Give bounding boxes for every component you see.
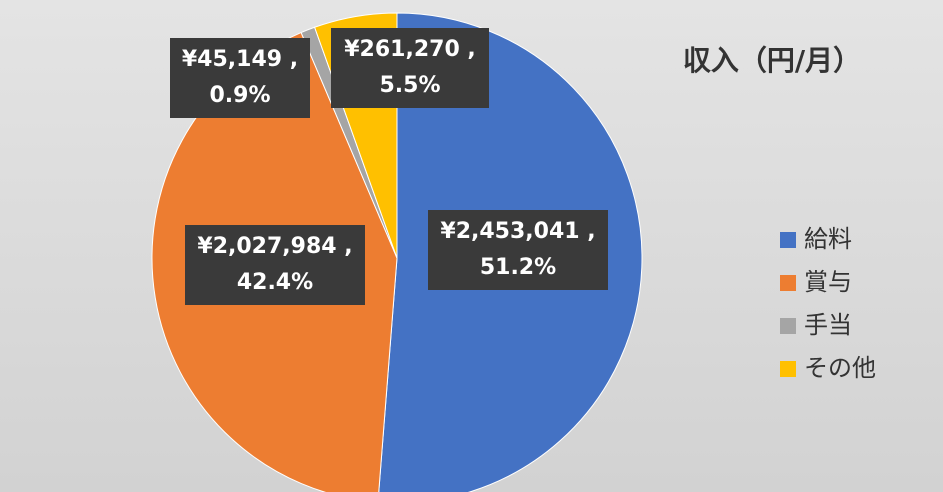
legend-swatch	[780, 232, 796, 248]
data-labels: ¥2,453,041 , 51.2% ¥2,027,984 , 42.4% ¥45,14…	[170, 28, 608, 305]
data-label: ¥261,270 ,	[344, 37, 476, 62]
data-label: ¥2,027,984 ,	[197, 234, 352, 259]
data-label: ¥45,149 ,	[182, 47, 298, 72]
label-box	[185, 225, 365, 305]
percent-label: 5.5%	[379, 73, 440, 98]
data-label: ¥2,453,041 ,	[440, 219, 595, 244]
legend-swatch	[780, 361, 796, 377]
legend-swatch	[780, 275, 796, 291]
legend-label: その他	[804, 354, 876, 382]
chart-title: 収入（円/月）	[683, 44, 861, 77]
label-box	[331, 28, 489, 108]
percent-label: 42.4%	[237, 270, 313, 295]
legend-label: 賞与	[804, 268, 852, 296]
label-box	[170, 38, 310, 118]
percent-label: 51.2%	[480, 255, 556, 280]
percent-label: 0.9%	[209, 83, 270, 108]
legend-swatch	[780, 318, 796, 334]
legend-label: 給料	[804, 225, 852, 253]
label-box	[428, 210, 608, 290]
legend-label: 手当	[804, 311, 852, 339]
